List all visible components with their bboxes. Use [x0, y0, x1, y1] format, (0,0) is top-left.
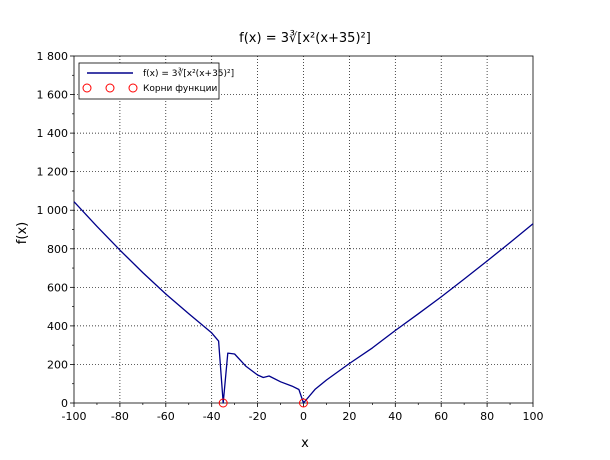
x-tick-label-6: 20: [342, 410, 356, 423]
x-tick-label-1: -80: [111, 410, 129, 423]
x-tick-label-0: -100: [62, 410, 87, 423]
y-tick-label-5: 1 000: [37, 204, 69, 217]
root-marker-0: [218, 398, 228, 408]
x-tick-label-5: 0: [300, 410, 307, 423]
y-axis-title: f(x): [15, 222, 30, 244]
chart-title: f(x) = 3∛[x²(x+35)²]: [239, 30, 371, 46]
y-tick-label-7: 1 400: [37, 127, 69, 140]
root-marker-1: [299, 398, 308, 408]
legend-box: [78, 62, 220, 100]
x-tick-label-3: -40: [203, 410, 221, 423]
x-tick-label-4: -20: [249, 410, 267, 423]
y-tick-label-9: 1 800: [37, 50, 69, 63]
x-tick-label-2: -60: [157, 410, 175, 423]
legend-label-roots: Корни функции: [143, 84, 218, 94]
x-tick-label-9: 80: [480, 410, 494, 423]
y-tick-label-1: 200: [47, 358, 68, 371]
legend: f(x) = 3∛[x²(x+35)²] Корни функции: [78, 62, 234, 100]
y-tick-label-6: 1 200: [37, 166, 69, 179]
x-axis-title: x: [301, 436, 309, 451]
series-layer: [73, 201, 534, 408]
tick-labels: -100 -80 -60 -40 -20 0 20 40 60 80 100 0 200 400 600 80…: [37, 50, 544, 423]
y-tick-label-3: 600: [47, 281, 68, 294]
legend-marker-swatch-2: [105, 83, 115, 93]
legend-marker-swatch-1: [82, 83, 92, 93]
x-tick-label-7: 40: [388, 410, 402, 423]
series-line-0: [73, 201, 534, 404]
y-tick-label-0: 0: [61, 397, 68, 410]
legend-label-function: f(x) = 3∛[x²(x+35)²]: [143, 67, 234, 79]
x-tick-label-8: 60: [434, 410, 448, 423]
y-tick-label-2: 400: [47, 320, 68, 333]
y-tick-label-8: 1 600: [37, 89, 69, 102]
legend-marker-swatch-3: [128, 83, 138, 93]
x-tick-label-10: 100: [523, 410, 544, 423]
y-tick-label-4: 800: [47, 243, 68, 256]
grid: [74, 56, 533, 403]
